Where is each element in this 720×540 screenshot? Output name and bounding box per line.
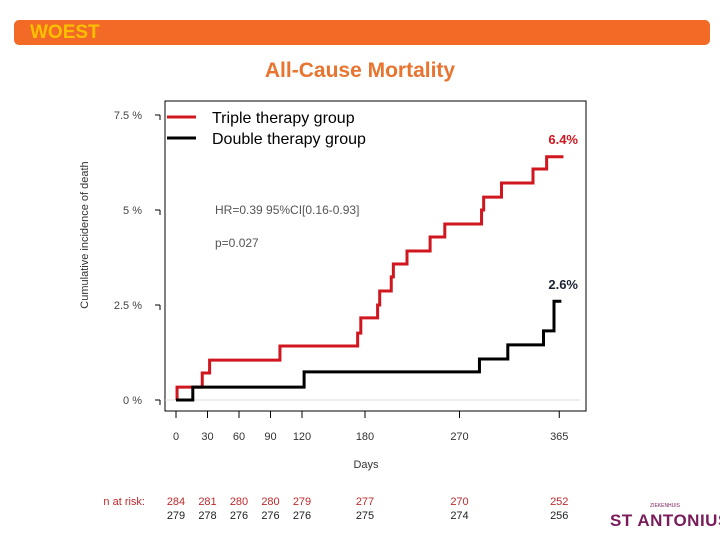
risk-triple: 281 [198, 496, 216, 508]
risk-double: 279 [167, 510, 185, 522]
legend-label: Double therapy group [212, 131, 366, 148]
x-tick-label: 60 [233, 431, 245, 443]
series-line-double [176, 299, 562, 402]
end-label: 2.6% [548, 277, 578, 292]
x-axis-label: Days [353, 459, 379, 471]
p-value: p=0.027 [215, 236, 259, 250]
plot-frame [164, 100, 587, 412]
y-tick-label: 0 % [123, 395, 142, 407]
x-tick-label: 180 [356, 431, 374, 443]
risk-double: 275 [356, 510, 374, 522]
risk-triple: 279 [293, 496, 311, 508]
y-tick-label: 2.5 % [114, 300, 142, 312]
header-bar: WOEST [14, 20, 710, 45]
risk-triple: 284 [167, 496, 185, 508]
x-tick-label: 270 [450, 431, 468, 443]
end-label: 6.4% [548, 132, 578, 147]
risk-triple: 280 [261, 496, 279, 508]
y-tick-label: 5 % [123, 205, 142, 217]
risk-double: 256 [550, 510, 568, 522]
x-tick-label: 30 [201, 431, 213, 443]
chart-title: All-Cause Mortality [264, 59, 456, 82]
risk-double: 278 [198, 510, 216, 522]
y-axis-label: Cumulative incidence of death [79, 161, 91, 308]
risk-double: 276 [293, 510, 311, 522]
risk-double: 276 [230, 510, 248, 522]
header-label: WOEST [30, 22, 100, 43]
x-tick-label: 120 [293, 431, 311, 443]
risk-double: 276 [261, 510, 279, 522]
logo-big-text: ST ANTONIUS [610, 511, 720, 530]
legend-label: Triple therapy group [212, 110, 355, 127]
risk-triple: 252 [550, 496, 568, 508]
x-tick-label: 365 [550, 431, 568, 443]
risk-triple: 280 [230, 496, 248, 508]
risk-triple: 270 [450, 496, 468, 508]
x-tick-label: 90 [264, 431, 276, 443]
y-tick-label: 7.5 % [114, 110, 142, 122]
logo-small-text: ZIEKENHUIS [650, 503, 681, 509]
series-line-triple [175, 155, 564, 402]
risk-triple: 277 [356, 496, 374, 508]
x-tick-label: 0 [173, 431, 179, 443]
hazard-ratio: HR=0.39 95%CI[0.16-0.93] [215, 203, 359, 217]
risk-table-label: n at risk: [103, 496, 145, 508]
risk-double: 274 [450, 510, 468, 522]
